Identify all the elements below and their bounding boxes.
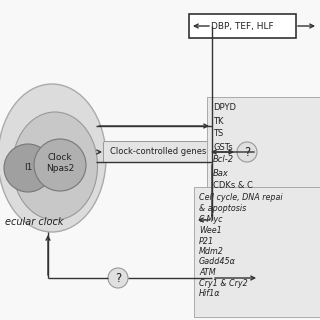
FancyBboxPatch shape: [103, 141, 213, 163]
Text: DPYD: DPYD: [213, 103, 236, 113]
Text: & apoptosis: & apoptosis: [199, 204, 246, 213]
Text: ecular clock: ecular clock: [5, 217, 63, 227]
Text: TS: TS: [213, 130, 223, 139]
FancyBboxPatch shape: [194, 187, 320, 317]
Text: GSTs: GSTs: [213, 142, 233, 151]
Text: Bcl-2: Bcl-2: [213, 156, 234, 164]
Text: CDKs & C: CDKs & C: [213, 181, 253, 190]
Text: Mdm2: Mdm2: [199, 247, 224, 256]
Text: ATM: ATM: [199, 268, 216, 277]
Circle shape: [34, 139, 86, 191]
Text: P21: P21: [199, 236, 214, 245]
FancyBboxPatch shape: [189, 14, 296, 38]
Text: Hif1α: Hif1α: [199, 289, 220, 298]
Text: TK: TK: [213, 116, 223, 125]
Text: DBP, TEF, HLF: DBP, TEF, HLF: [211, 21, 274, 30]
Ellipse shape: [0, 84, 106, 232]
Text: Clock
Npas2: Clock Npas2: [46, 153, 74, 173]
Circle shape: [237, 142, 257, 162]
Text: C-Myc: C-Myc: [199, 215, 223, 225]
Ellipse shape: [12, 112, 98, 220]
Text: Gadd45α: Gadd45α: [199, 258, 236, 267]
FancyBboxPatch shape: [207, 97, 320, 199]
Circle shape: [108, 268, 128, 288]
Text: Clock-controlled genes: Clock-controlled genes: [110, 148, 207, 156]
Text: Cry1 & Cry2: Cry1 & Cry2: [199, 278, 248, 287]
Text: Wee1: Wee1: [199, 226, 222, 235]
Circle shape: [4, 144, 52, 192]
Text: ?: ?: [244, 146, 250, 158]
Text: Cell cycle, DNA repai: Cell cycle, DNA repai: [199, 194, 283, 203]
Text: l1: l1: [24, 164, 32, 172]
Text: ?: ?: [115, 271, 121, 284]
Text: Bax: Bax: [213, 169, 229, 178]
